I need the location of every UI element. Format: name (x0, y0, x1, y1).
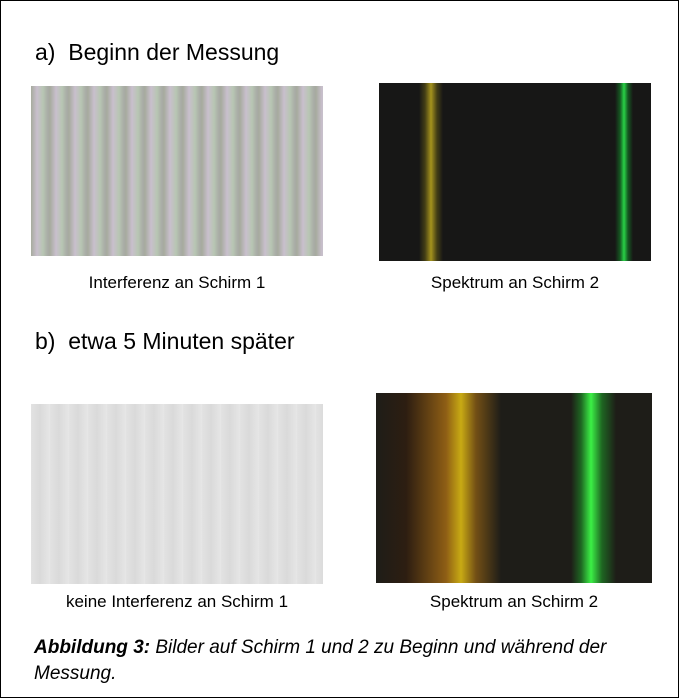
section-heading: b) etwa 5 Minuten später (35, 328, 295, 355)
spectrum-image (379, 83, 651, 261)
spectrum-image (376, 393, 652, 583)
figure-caption: Abbildung 3: Bilder auf Schirm 1 und 2 z… (34, 635, 654, 687)
interference-image (31, 86, 323, 256)
interference-image (31, 404, 323, 584)
figure-frame: a) Beginn der Messung Interferenz an Sch… (0, 0, 679, 698)
image-caption: Spektrum an Schirm 2 (376, 592, 652, 612)
figure-label: Abbildung 3: (34, 637, 150, 658)
page: {"sections": [ {"heading": "a) Beginn de… (0, 0, 679, 698)
image-caption: Interferenz an Schirm 1 (31, 273, 323, 293)
image-caption: keine Interferenz an Schirm 1 (23, 592, 331, 612)
section-heading: a) Beginn der Messung (35, 39, 279, 66)
image-caption: Spektrum an Schirm 2 (379, 273, 651, 293)
